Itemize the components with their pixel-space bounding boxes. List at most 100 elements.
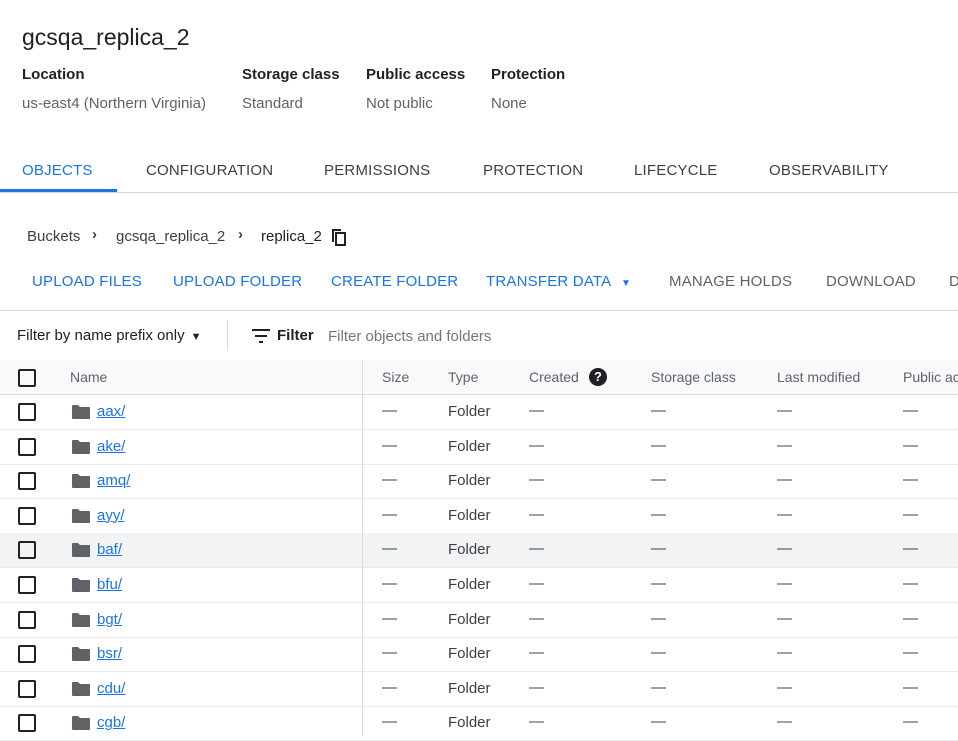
size-cell: — (382, 436, 397, 454)
bucket-title: gcsqa_replica_2 (22, 24, 190, 50)
filter-label: Filter (277, 327, 314, 344)
help-icon[interactable]: ? (589, 368, 607, 386)
storage-class-cell: — (651, 678, 666, 696)
last-modified-cell: — (777, 644, 792, 662)
tab-objects[interactable]: OBJECTS (22, 162, 93, 179)
created-cell: — (529, 609, 544, 627)
manage-holds-button[interactable]: MANAGE HOLDS (669, 273, 793, 290)
row-checkbox[interactable] (18, 403, 36, 421)
storage-class-cell: — (651, 402, 666, 419)
table-row[interactable]: ayy/ — Folder — — — — (0, 499, 958, 534)
last-modified-cell: — (777, 575, 792, 592)
public-access-cell: — (903, 713, 918, 731)
folder-icon (72, 508, 90, 523)
folder-icon (72, 681, 90, 696)
table-row[interactable]: baf/ — Folder — — — — (0, 533, 958, 569)
table-row[interactable]: amq/ — Folder — — — — (0, 464, 958, 500)
type-cell: Folder (448, 576, 491, 593)
row-checkbox[interactable] (18, 576, 36, 594)
table-row[interactable]: bsr/ — Folder — — — — (0, 637, 958, 673)
folder-link[interactable]: cdu/ (97, 679, 126, 697)
folder-link[interactable]: ayy/ (97, 506, 125, 524)
folder-link[interactable]: bsr/ (97, 645, 123, 663)
folder-link[interactable]: bfu/ (97, 576, 123, 593)
location-label: Location (22, 66, 85, 83)
column-type[interactable]: Type (448, 369, 479, 385)
last-modified-cell: — (777, 505, 792, 523)
size-cell: — (382, 644, 397, 662)
column-storage-class[interactable]: Storage class (651, 369, 736, 385)
upload-folder-button[interactable]: UPLOAD FOLDER (173, 273, 303, 290)
row-checkbox[interactable] (18, 472, 36, 491)
type-cell: Folder (448, 541, 491, 559)
folder-link[interactable]: aax/ (97, 403, 126, 420)
size-cell: — (382, 471, 397, 489)
type-cell: Folder (448, 679, 491, 697)
type-cell: Folder (448, 714, 491, 732)
column-created[interactable]: Created (529, 369, 579, 385)
row-checkbox[interactable] (18, 506, 36, 525)
table-row[interactable]: bfu/ — Folder — — — — (0, 568, 958, 603)
public-access-cell: — (903, 575, 918, 592)
filter-input[interactable] (328, 324, 728, 348)
table-row[interactable]: cdu/ — Folder — — — — (0, 672, 958, 707)
row-checkbox[interactable] (18, 714, 36, 733)
storage-class-value: Standard (242, 95, 303, 112)
tab-protection[interactable]: PROTECTION (483, 162, 584, 179)
tab-observability[interactable]: OBSERVABILITY (769, 162, 889, 179)
select-all-checkbox[interactable] (18, 369, 36, 387)
public-access-label: Public access (366, 66, 466, 83)
storage-class-cell: — (651, 505, 666, 523)
breadcrumb-current: replica_2 (261, 228, 322, 245)
folder-link[interactable]: baf/ (97, 541, 123, 559)
column-divider[interactable] (362, 360, 363, 736)
size-cell: — (382, 402, 397, 419)
copy-icon[interactable] (331, 228, 347, 246)
create-folder-button[interactable]: CREATE FOLDER (331, 273, 459, 290)
created-cell: — (529, 505, 544, 523)
tab-configuration[interactable]: CONFIGURATION (146, 162, 274, 179)
folder-link[interactable]: amq/ (97, 472, 131, 490)
type-cell: Folder (448, 403, 491, 420)
download-button[interactable]: DOWNLOAD (826, 273, 916, 290)
folder-link[interactable]: bgt/ (97, 610, 123, 628)
type-cell: Folder (448, 645, 491, 663)
last-modified-cell: — (777, 713, 792, 731)
transfer-data-button[interactable]: TRANSFER DATA ▼ (486, 273, 631, 290)
filter-icon (252, 329, 270, 343)
chevron-right-icon: › (92, 226, 97, 243)
breadcrumb-bucket[interactable]: gcsqa_replica_2 (116, 228, 226, 245)
filter-mode-select[interactable]: Filter by name prefix only ▼ (17, 327, 201, 344)
breadcrumb-buckets[interactable]: Buckets (27, 228, 81, 245)
tab-lifecycle[interactable]: LIFECYCLE (634, 162, 718, 179)
column-size[interactable]: Size (382, 369, 410, 385)
active-tab-indicator (0, 189, 117, 192)
column-name[interactable]: Name (70, 369, 108, 385)
folder-link[interactable]: cgb/ (97, 714, 126, 732)
public-access-cell: — (903, 436, 918, 454)
filter-mode-label: Filter by name prefix only (17, 327, 185, 344)
storage-class-cell: — (651, 540, 666, 558)
tab-permissions[interactable]: PERMISSIONS (324, 162, 431, 179)
delete-button[interactable]: D (949, 273, 958, 290)
row-checkbox[interactable] (18, 679, 36, 698)
size-cell: — (382, 713, 397, 731)
folder-link[interactable]: ake/ (97, 437, 126, 455)
protection-value: None (491, 95, 527, 112)
row-checkbox[interactable] (18, 437, 36, 456)
created-cell: — (529, 540, 544, 558)
size-cell: — (382, 678, 397, 696)
table-row[interactable]: aax/ — Folder — — — — (0, 395, 958, 430)
table-row[interactable]: ake/ — Folder — — — — (0, 430, 958, 465)
upload-files-button[interactable]: UPLOAD FILES (32, 273, 142, 290)
last-modified-cell: — (777, 609, 792, 627)
column-last-modified[interactable]: Last modified (777, 369, 861, 385)
type-cell: Folder (448, 610, 491, 628)
column-public-access[interactable]: Public ac (903, 369, 958, 385)
table-row[interactable]: bgt/ — Folder — — — — (0, 603, 958, 638)
folder-icon (72, 439, 90, 454)
last-modified-cell: — (777, 678, 792, 696)
row-checkbox[interactable] (18, 541, 36, 560)
row-checkbox[interactable] (18, 610, 36, 629)
row-checkbox[interactable] (18, 645, 36, 664)
